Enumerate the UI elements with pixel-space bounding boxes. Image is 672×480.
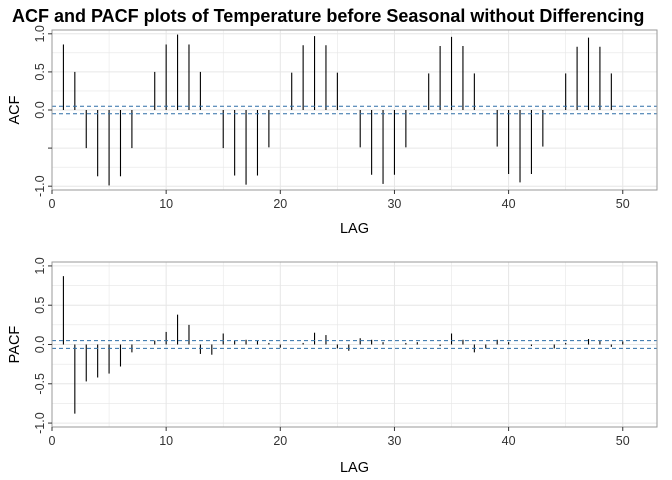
x-tick-label: 40: [502, 434, 516, 448]
x-tick-label: 40: [502, 197, 516, 211]
x-tick-label: 20: [273, 197, 287, 211]
y-tick-label: 0.5: [33, 296, 47, 313]
x-tick-label: 10: [159, 434, 173, 448]
x-tick-label: 30: [387, 197, 401, 211]
x-tick-label: 10: [159, 197, 173, 211]
pacf-panel: 0 10 20 30 40 50 -1.0 -0.5 0.0 0.5 1.0 LAG PACF: [7, 257, 658, 476]
y-tick-label: 0.0: [33, 336, 47, 353]
x-tick-label: 0: [49, 434, 56, 448]
x-axis-label: LAG: [340, 221, 369, 237]
y-tick-label: 1.0: [33, 25, 47, 42]
acf-panel: 0 10 20 30 40 50 -1.0 0.0 0.5 1.0 LAG ACF: [7, 25, 658, 237]
x-tick-label: 0: [49, 197, 56, 211]
x-tick-label: 30: [387, 434, 401, 448]
y-tick-label: -1.0: [33, 175, 47, 197]
y-tick-label: 0.5: [33, 63, 47, 80]
y-tick-label: 1.0: [33, 257, 47, 274]
figure-title: ACF and PACF plots of Temperature before…: [12, 6, 644, 26]
y-axis-label: PACF: [7, 326, 23, 364]
y-tick-label: -1.0: [33, 412, 47, 434]
x-tick-label: 50: [616, 434, 630, 448]
x-tick-label: 50: [616, 197, 630, 211]
y-tick-label: 0.0: [33, 101, 47, 118]
x-tick-label: 20: [273, 434, 287, 448]
y-tick-label: -0.5: [33, 373, 47, 395]
y-axis-label: ACF: [7, 95, 23, 124]
x-axis-label: LAG: [340, 460, 369, 476]
